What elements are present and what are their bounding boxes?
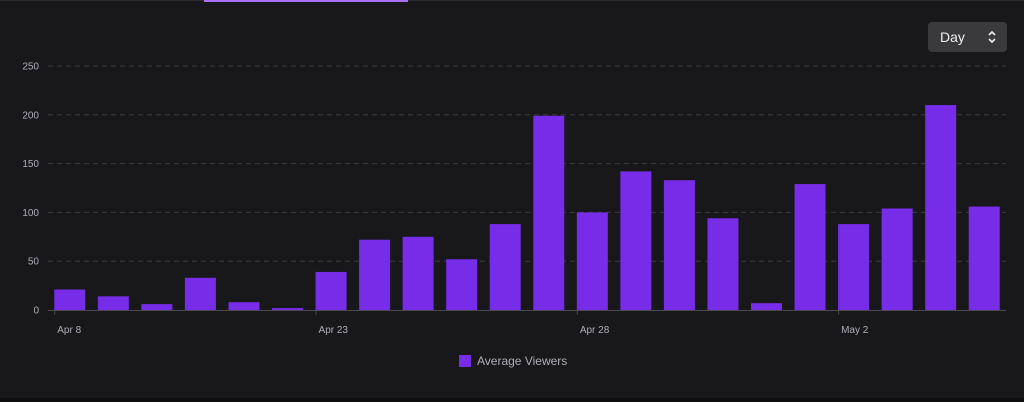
y-tick-label: 200 (22, 110, 39, 121)
y-tick-label: 150 (22, 159, 39, 170)
bar (141, 304, 173, 310)
bar (54, 289, 86, 310)
time-range-select[interactable]: Day (928, 22, 1007, 52)
bar (663, 180, 695, 310)
chevron-up-down-icon (988, 30, 996, 44)
x-tick-label: Apr 28 (580, 325, 610, 336)
bar (228, 302, 260, 310)
bar (620, 171, 652, 310)
bar (707, 218, 739, 310)
bar (533, 115, 565, 310)
bottom-divider (0, 398, 1024, 402)
bar (489, 224, 521, 310)
bar (272, 308, 303, 310)
bar (359, 239, 391, 310)
x-tick-label: Apr 8 (57, 325, 81, 336)
bar (968, 206, 1000, 310)
bar (184, 277, 216, 310)
y-tick-label: 50 (28, 257, 40, 268)
y-tick-label: 100 (22, 208, 39, 219)
legend-label: Average Viewers (477, 354, 568, 368)
bar (794, 184, 826, 310)
bar (881, 208, 913, 310)
active-tab-indicator (204, 0, 408, 2)
bar (446, 259, 478, 310)
bar (97, 296, 129, 310)
bar (925, 105, 957, 310)
bar (838, 224, 870, 310)
y-tick-label: 0 (33, 306, 39, 317)
bar (402, 236, 434, 310)
top-divider (0, 0, 1024, 1)
y-tick-label: 250 (22, 62, 39, 73)
x-tick-label: May 2 (841, 325, 869, 336)
chart-legend[interactable]: Average Viewers (459, 354, 567, 368)
average-viewers-bar-chart: 0 50 100 150 200 250 Apr 8 Apr 23 Apr 28 May 2 (22, 62, 1006, 336)
time-range-value: Day (940, 29, 965, 45)
bar (315, 271, 347, 310)
x-tick-label: Apr 23 (319, 325, 349, 336)
bar (751, 303, 782, 310)
bar (576, 212, 608, 310)
legend-swatch (459, 355, 471, 367)
